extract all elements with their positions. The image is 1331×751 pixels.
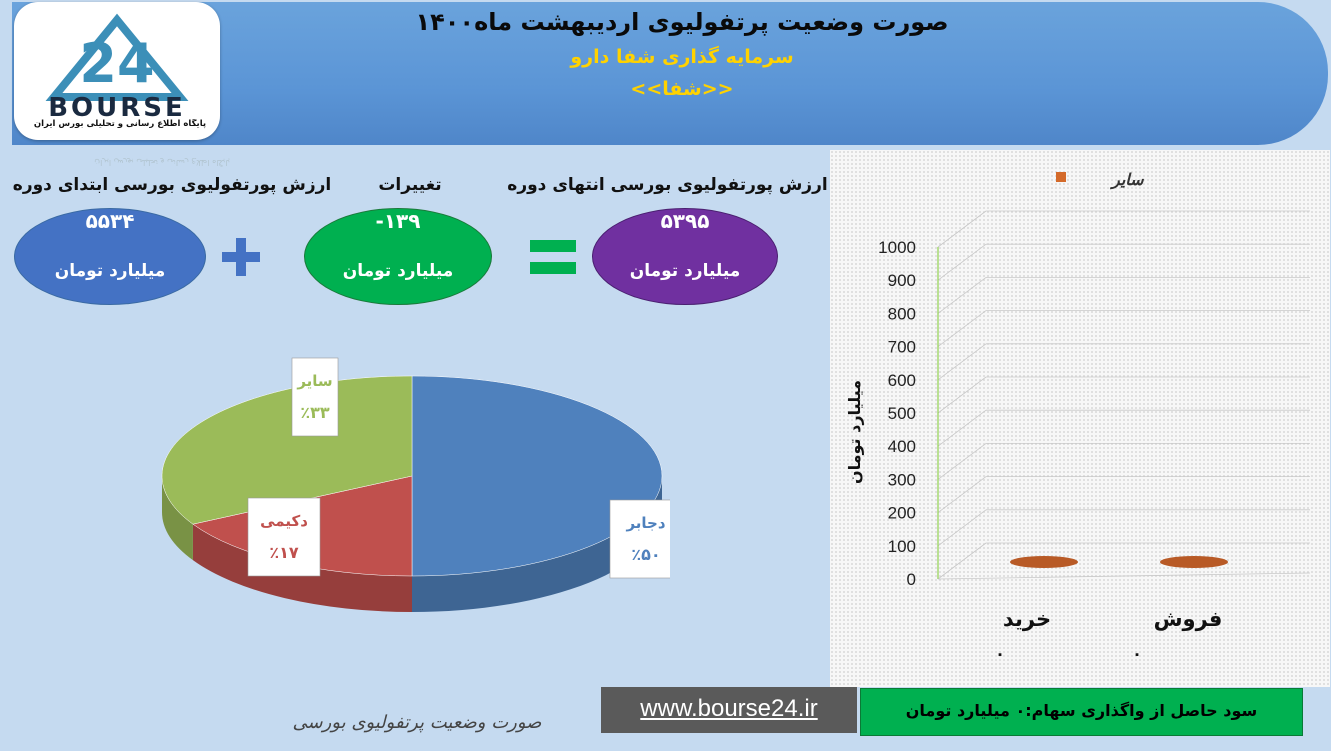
y-tick-6: 600 — [888, 371, 916, 390]
pie-label-box-c — [291, 357, 339, 437]
pie-label-box-b — [247, 497, 321, 577]
grid-diag-2 — [937, 476, 987, 513]
buy-sell-chart-panel: 0 100 200 300 400 500 600 700 800 900 1000 سایر می… — [830, 150, 1330, 687]
pie-label-name-c: سایر — [296, 372, 332, 390]
pie-slice-side-a — [412, 476, 662, 612]
pie-label-box-a — [609, 499, 670, 579]
y-axis-label: میلیارد تومان — [845, 380, 864, 484]
grid-diag-3 — [937, 443, 987, 480]
y-tick-1: 100 — [888, 537, 916, 556]
header-banner: صورت وضعیت پرتفولیوی اردیبهشت ماه۱۴۰۰ سر… — [12, 2, 1328, 145]
y-tick-4: 400 — [888, 437, 916, 456]
profit-banner: سود حاصل از واگذاری سهام:۰ میلیارد تومان — [860, 688, 1303, 736]
category-value-sell: ۰ — [1132, 644, 1142, 663]
grid-diag-9 — [937, 243, 987, 281]
grid-diag-7 — [937, 310, 987, 347]
bar-buy — [1010, 556, 1078, 568]
grid-diag-6 — [937, 343, 987, 381]
portfolio-pie-chart: دجابر ٪۵۰ دکیمی ٪۱۷ سایر ٪۳۳ — [161, 357, 670, 612]
change-value-ellipse: -۱۳۹ میلیارد تومان — [304, 208, 492, 305]
pie-label-percent-a: ٪۵۰ — [631, 545, 660, 564]
change-value-unit: میلیارد تومان — [342, 261, 454, 281]
grid-diag-8 — [937, 277, 987, 314]
plus-icon — [222, 238, 260, 276]
end-value-ellipse: ۵۳۹۵ میلیارد تومان — [592, 208, 778, 305]
y-tick-2: 200 — [888, 504, 916, 523]
profit-text: سود حاصل از واگذاری سهام:۰ میلیارد تومان — [905, 701, 1258, 720]
y-tick-10: 1000 — [878, 238, 916, 257]
category-value-buy: ۰ — [995, 644, 1005, 663]
category-label-buy: خرید — [1003, 607, 1051, 631]
change-value: -۱۳۹ — [375, 209, 421, 233]
legend-swatch-other — [1056, 172, 1066, 182]
start-value-ellipse: ۵۵۳۴ میلیارد تومان — [14, 208, 206, 305]
pie-slice-a — [411, 375, 663, 577]
end-value-label: ارزش پورتفولیوی بورسی انتهای دوره — [507, 175, 828, 195]
logo-number: 24 — [79, 32, 154, 95]
y-tick-5: 500 — [888, 404, 916, 423]
y-tick-7: 700 — [888, 338, 916, 357]
logo-tagline: پایگاه اطلاع رسانی و تحلیلی بورس ایران — [33, 119, 207, 129]
equals-icon — [530, 240, 576, 274]
grid-diag-0 — [937, 542, 987, 580]
pie-slice-c — [161, 375, 413, 525]
start-value: ۵۵۳۴ — [85, 209, 135, 233]
logo-reflection: پایگاه اطلاع رسانی و تحلیلی بورس ایران — [94, 158, 230, 167]
category-label-sell: فروش — [1154, 607, 1223, 631]
pie-label-name-b: دکیمی — [260, 512, 308, 530]
end-value: ۵۳۹۵ — [660, 209, 710, 233]
bar-sell — [1160, 556, 1228, 568]
grid-diag-10 — [937, 210, 987, 248]
y-tick-8: 800 — [888, 304, 916, 323]
page-title: صورت وضعیت پرتفولیوی اردیبهشت ماه۱۴۰۰ — [415, 8, 949, 36]
x-axis-line — [937, 572, 1311, 580]
pie-label-percent-c: ٪۳۳ — [300, 403, 330, 422]
logo-wordmark: BOURSE — [48, 93, 186, 118]
grid-diag-5 — [937, 376, 987, 414]
logo-graphic: 24 BOURSE — [45, 13, 189, 123]
start-value-unit: میلیارد تومان — [54, 261, 166, 281]
footer-caption: صورت وضعیت پرتفولیوی بورسی — [292, 712, 542, 733]
pie-label-percent-b: ٪۱۷ — [269, 543, 299, 562]
y-tick-3: 300 — [888, 470, 916, 489]
pie-label-name-a: دجابر — [625, 514, 665, 532]
company-name: سرمایه گذاری شفا دارو — [570, 46, 794, 68]
grid-diag-1 — [937, 509, 987, 547]
y-tick-0: 0 — [907, 570, 916, 589]
website-link[interactable]: www.bourse24.ir — [640, 695, 818, 722]
end-value-unit: میلیارد تومان — [629, 261, 741, 281]
bourse24-logo[interactable]: 24 BOURSE پایگاه اطلاع رسانی و تحلیلی بو… — [14, 2, 220, 140]
pie-slice-side-c — [162, 476, 193, 561]
company-symbol: <<شفا>> — [630, 78, 734, 100]
grid-diag-4 — [937, 409, 987, 447]
start-value-label: ارزش پورتفولیوی بورسی ابتدای دوره — [12, 175, 332, 195]
legend-label-other: سایر — [1109, 170, 1144, 190]
y-tick-9: 900 — [888, 271, 916, 290]
change-label: تغییرات — [378, 175, 442, 195]
buy-sell-bar-chart: 0 100 200 300 400 500 600 700 800 900 1000 سایر می… — [845, 170, 1311, 663]
website-box[interactable]: www.bourse24.ir — [601, 687, 857, 733]
